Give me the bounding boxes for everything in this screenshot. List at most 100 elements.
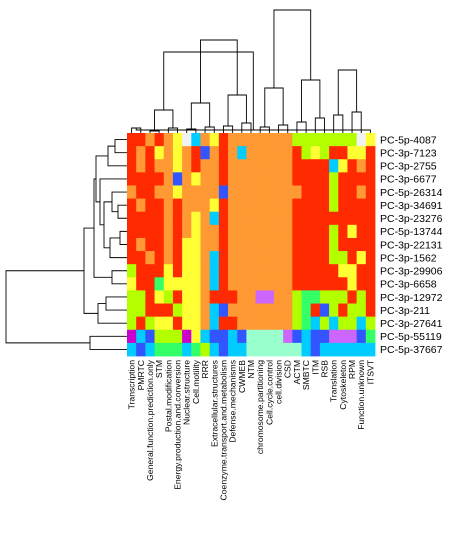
heatmap-cell — [310, 185, 321, 199]
heatmap-cell — [172, 198, 183, 213]
heatmap-cell — [292, 224, 302, 239]
heatmap-cell — [182, 329, 192, 344]
heatmap-cell — [283, 146, 293, 160]
heatmap-cell — [264, 133, 275, 147]
heatmap-cell — [127, 185, 137, 199]
heatmap-cell — [209, 133, 220, 147]
heatmap-cell — [191, 133, 201, 147]
heatmap-cell — [218, 198, 229, 213]
heatmap-cell — [218, 172, 229, 186]
heatmap-cell — [228, 237, 238, 252]
heatmap-cell — [283, 224, 293, 239]
column-label: Nuclear.structure — [182, 360, 192, 425]
heatmap-cell — [237, 303, 247, 318]
heatmap-cell — [292, 198, 302, 213]
heatmap-cell — [237, 146, 247, 160]
heatmap-cell — [163, 211, 174, 226]
heatmap-cell — [136, 264, 146, 278]
heatmap-cell — [273, 277, 284, 291]
heatmap-cell — [136, 342, 146, 357]
heatmap-cell — [209, 159, 220, 173]
heatmap-cell — [365, 133, 376, 147]
heatmap-cell — [264, 159, 275, 173]
column-dendrogram-branch — [163, 51, 254, 130]
heatmap-cell — [338, 211, 348, 226]
column-label: CWMEB — [237, 360, 247, 393]
heatmap-cell — [319, 159, 330, 173]
heatmap-cell — [191, 198, 201, 213]
heatmap-cell — [301, 303, 312, 318]
heatmap-cell — [255, 237, 266, 252]
heatmap-cell — [163, 290, 174, 304]
heatmap-cell — [255, 316, 266, 331]
heatmap-cell — [347, 316, 358, 331]
heatmap-cell — [191, 224, 201, 239]
column-label: chromosome.partitioning — [255, 360, 265, 454]
heatmap-cell — [273, 342, 284, 357]
heatmap-cell — [301, 290, 312, 304]
heatmap-cell — [319, 264, 330, 278]
heatmap-cell — [246, 198, 256, 213]
heatmap-cell — [338, 172, 348, 186]
heatmap-cell — [273, 133, 284, 147]
heatmap-cell — [163, 172, 174, 186]
heatmap-cell — [338, 264, 348, 278]
heatmap-cell — [347, 224, 358, 239]
heatmap-cell — [163, 185, 174, 199]
heatmap-cell — [182, 146, 192, 160]
heatmap-cell — [172, 316, 183, 331]
heatmap-cell — [365, 237, 376, 252]
heatmap-cell — [292, 290, 302, 304]
heatmap-cell — [347, 290, 358, 304]
heatmap-cell — [283, 277, 293, 291]
heatmap-cell — [163, 224, 174, 239]
heatmap-cell — [136, 198, 146, 213]
heatmap-cell — [218, 316, 229, 331]
heatmap-cell — [283, 251, 293, 265]
row-label: PC-5p-13744 — [380, 226, 443, 238]
column-dendrogram-branch — [200, 39, 238, 103]
heatmap-cell — [246, 133, 256, 147]
heatmap-cell — [329, 277, 339, 291]
heatmap-cell — [154, 342, 165, 357]
heatmap-cell — [163, 342, 174, 357]
heatmap-cell — [292, 303, 302, 318]
heatmap-cell — [329, 146, 339, 160]
heatmap-cell — [292, 342, 302, 357]
heatmap-cell — [338, 277, 348, 291]
column-dendrogram-branch — [337, 69, 358, 115]
column-label: NTM — [246, 360, 256, 379]
heatmap-cell — [246, 342, 256, 357]
heatmap-cell — [145, 303, 155, 318]
heatmap-cell — [182, 303, 192, 318]
heatmap-cell — [191, 185, 201, 199]
heatmap-cell — [218, 277, 229, 291]
heatmap-cell — [301, 316, 312, 331]
heatmap-cell — [200, 290, 211, 304]
heatmap-cell — [163, 303, 174, 318]
heatmap-cell — [200, 237, 211, 252]
heatmap-cell — [283, 133, 293, 147]
heatmap-cell — [172, 224, 183, 239]
column-label: Cell.cycle.control — [264, 360, 274, 425]
heatmap-cell — [310, 303, 321, 318]
heatmap-cell — [191, 237, 201, 252]
heatmap-cell — [356, 146, 367, 160]
heatmap-cell — [182, 316, 192, 331]
heatmap-cell — [228, 198, 238, 213]
heatmap-cell — [136, 146, 146, 160]
heatmap-cell — [246, 237, 256, 252]
heatmap-cell — [365, 277, 376, 291]
heatmap-cell — [246, 251, 256, 265]
heatmap-cell — [163, 316, 174, 331]
heatmap-cell — [218, 159, 229, 173]
heatmap-cell — [264, 211, 275, 226]
heatmap-cell — [237, 185, 247, 199]
heatmap-cell — [228, 146, 238, 160]
heatmap-cell — [264, 172, 275, 186]
heatmap-cell — [182, 277, 192, 291]
heatmap-cell — [237, 172, 247, 186]
heatmap-cell — [329, 303, 339, 318]
heatmap-cell — [356, 224, 367, 239]
